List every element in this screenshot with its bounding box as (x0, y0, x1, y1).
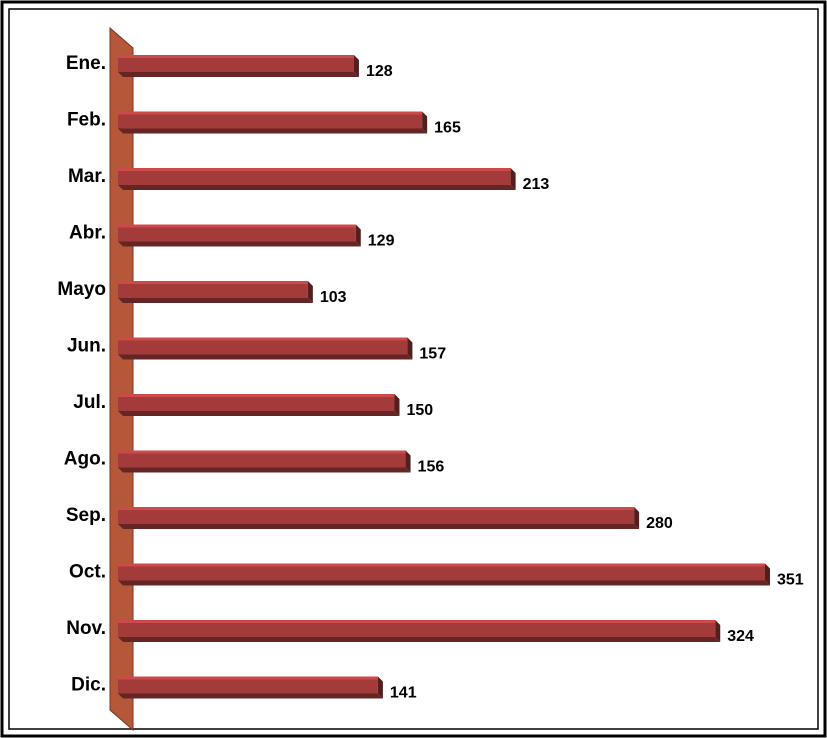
bar-bottom (118, 298, 313, 303)
bar (118, 394, 400, 416)
bar-bottom (118, 241, 361, 247)
bar-front (118, 111, 423, 129)
bar-bottom (118, 128, 428, 134)
bar-side (355, 224, 361, 247)
bar-highlight (118, 563, 765, 567)
bar-highlight (118, 394, 395, 397)
category-label: Sep. (66, 505, 106, 526)
bar-side (510, 168, 516, 190)
category-label: Jul. (73, 392, 106, 413)
value-label: 280 (646, 515, 673, 532)
bar (118, 168, 516, 190)
bar-side (715, 620, 721, 642)
bar-front (118, 281, 308, 298)
bar-side (405, 450, 411, 473)
value-label: 157 (419, 346, 446, 363)
category-label: Dic. (71, 675, 106, 696)
bar (118, 450, 411, 473)
value-label: 213 (523, 176, 550, 193)
bar-front (118, 168, 511, 185)
bar (118, 676, 383, 699)
bar-side (307, 281, 313, 303)
bar-highlight (118, 337, 408, 341)
bar-highlight (118, 620, 716, 623)
value-label: 128 (366, 63, 393, 80)
bar (118, 111, 428, 134)
bar (118, 337, 413, 360)
category-label: Nov. (66, 618, 106, 639)
bar-highlight (118, 111, 423, 115)
bar-front (118, 563, 765, 581)
bar-highlight (118, 224, 356, 228)
value-label: 324 (727, 628, 754, 645)
bar-front (118, 394, 395, 411)
bar (118, 224, 361, 247)
bar (118, 281, 313, 303)
bar-bottom (118, 637, 721, 642)
bar-highlight (118, 281, 308, 284)
category-label: Oct. (69, 562, 106, 583)
axis-wall (109, 26, 134, 732)
bar-side (377, 676, 383, 699)
bar (118, 563, 770, 586)
category-label: Ene. (66, 53, 106, 74)
bar-bottom (118, 580, 770, 586)
bar-bottom (118, 72, 359, 77)
category-label: Abr. (69, 223, 106, 244)
category-label: Mayo (57, 279, 106, 300)
bar-highlight (118, 450, 406, 454)
value-label: 141 (390, 685, 417, 702)
bar (118, 620, 721, 642)
bar-front (118, 507, 635, 524)
bar-highlight (118, 676, 378, 680)
category-label: Jun. (67, 336, 106, 357)
bar-front (118, 620, 716, 637)
bar-front (118, 55, 354, 72)
bar-side (422, 111, 428, 134)
value-label: 156 (418, 459, 445, 476)
bar-highlight (118, 55, 354, 58)
bar-front (118, 224, 356, 242)
bar-front (118, 337, 408, 355)
value-label: 150 (406, 402, 433, 419)
bar-side (634, 507, 640, 529)
category-label: Ago. (64, 449, 106, 470)
bar-side (394, 394, 400, 416)
bar-highlight (118, 507, 635, 510)
value-label: 103 (320, 289, 347, 306)
bar-bottom (118, 693, 383, 699)
value-label: 165 (434, 120, 461, 137)
value-label: 351 (777, 572, 804, 589)
value-label: 129 (368, 233, 395, 250)
bar-side (407, 337, 413, 360)
category-label: Mar. (68, 166, 106, 187)
category-label: Feb. (67, 110, 106, 131)
bar-bottom (118, 524, 640, 529)
bar-highlight (118, 168, 511, 171)
bar-bottom (118, 354, 413, 360)
bar-front (118, 676, 378, 694)
bar-front (118, 450, 406, 468)
bar (118, 55, 359, 77)
bar (118, 507, 640, 529)
bar-bottom (118, 185, 516, 190)
bar-bottom (118, 411, 400, 416)
bar-side (765, 563, 770, 586)
inner-frame (8, 8, 819, 730)
bar-side (353, 55, 359, 77)
bar-bottom (118, 467, 411, 473)
